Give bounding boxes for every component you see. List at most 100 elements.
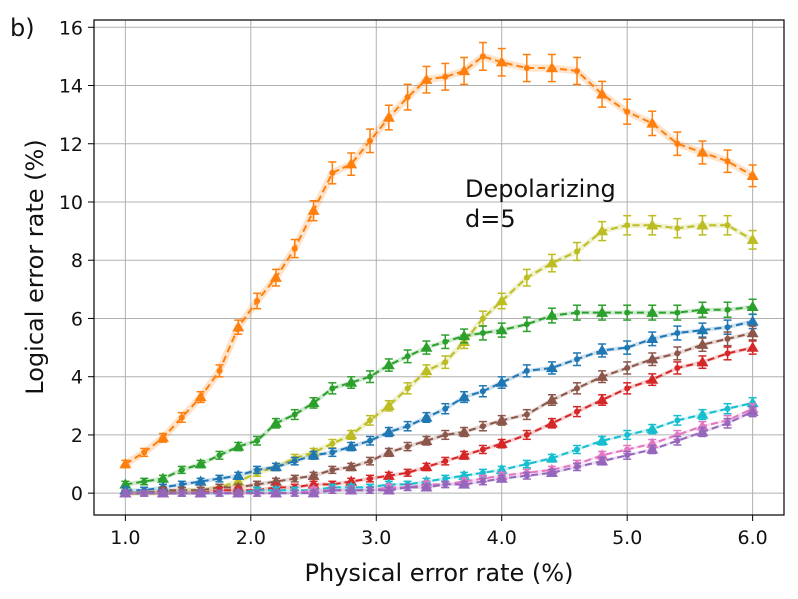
data-point-triangle bbox=[420, 411, 433, 422]
data-point-triangle bbox=[345, 440, 358, 451]
data-point-dot bbox=[574, 248, 580, 255]
data-point-triangle bbox=[746, 341, 759, 352]
data-point-triangle bbox=[345, 475, 358, 486]
data-point-dot bbox=[329, 466, 336, 473]
data-point-dot bbox=[674, 225, 681, 232]
data-point-dot bbox=[724, 158, 731, 165]
data-point-triangle bbox=[420, 460, 433, 472]
data-point-dot bbox=[329, 449, 336, 456]
data-point-dot bbox=[574, 356, 580, 363]
data-point-triangle bbox=[157, 431, 169, 443]
data-point-triangle bbox=[420, 364, 433, 376]
data-point-dot bbox=[624, 364, 631, 371]
data-point-triangle bbox=[596, 225, 609, 236]
data-point-dot bbox=[479, 423, 486, 430]
data-point-dot bbox=[291, 475, 298, 482]
data-point-dot bbox=[523, 472, 530, 479]
x-tick-label: 3.0 bbox=[361, 527, 391, 549]
data-point-dot bbox=[479, 53, 486, 60]
data-point-dot bbox=[523, 461, 530, 468]
data-point-dot bbox=[141, 449, 148, 456]
data-point-triangle bbox=[382, 469, 395, 480]
data-point-triangle bbox=[495, 472, 508, 483]
data-point-triangle bbox=[345, 158, 358, 169]
data-point-dot bbox=[404, 423, 411, 430]
y-tick-label: 12 bbox=[59, 134, 83, 156]
data-point-dot bbox=[329, 169, 336, 176]
data-point-dot bbox=[291, 245, 298, 252]
data-point-triangle bbox=[495, 324, 508, 335]
data-point-dot bbox=[479, 478, 486, 485]
data-point-triangle bbox=[545, 309, 558, 320]
data-point-triangle bbox=[746, 233, 759, 245]
data-point-triangle bbox=[545, 361, 558, 373]
y-ticks: 0 2 4 6 8 10 12 14 16 bbox=[59, 17, 94, 505]
data-point-triangle bbox=[420, 73, 433, 84]
data-point-triangle bbox=[458, 329, 471, 341]
series-purple bbox=[119, 405, 759, 498]
data-point-dot bbox=[404, 484, 411, 491]
data-point-dot bbox=[329, 440, 336, 447]
data-point-triangle bbox=[307, 396, 320, 408]
data-point-triangle bbox=[232, 475, 245, 486]
data-point-triangle bbox=[458, 391, 471, 402]
data-point-dot bbox=[254, 297, 261, 304]
data-point-triangle bbox=[545, 62, 558, 73]
data-point-triangle bbox=[420, 481, 433, 492]
x-tick-label: 4.0 bbox=[487, 527, 517, 549]
data-point-dot bbox=[442, 359, 449, 366]
data-point-dot bbox=[404, 469, 411, 476]
data-point-dot bbox=[674, 140, 681, 147]
data-point-triangle bbox=[596, 344, 609, 355]
data-point-triangle bbox=[232, 487, 245, 498]
data-point-triangle bbox=[646, 117, 659, 128]
data-point-dot bbox=[674, 437, 681, 444]
data-point-dot bbox=[574, 67, 580, 74]
data-point-triangle bbox=[696, 219, 709, 230]
data-point-triangle bbox=[696, 303, 709, 314]
data-point-triangle bbox=[596, 370, 609, 381]
y-tick-label: 0 bbox=[71, 483, 83, 505]
data-point-triangle bbox=[269, 460, 282, 472]
data-point-triangle bbox=[646, 219, 659, 230]
data-point-dot bbox=[724, 335, 731, 342]
data-point-dot bbox=[523, 431, 530, 438]
data-point-dot bbox=[367, 437, 373, 444]
data-point-dot bbox=[523, 321, 530, 328]
data-point-triangle bbox=[596, 393, 609, 405]
data-point-dot bbox=[216, 490, 223, 497]
data-point-dot bbox=[442, 431, 449, 438]
data-point-triangle bbox=[382, 446, 395, 457]
data-point-triangle bbox=[646, 423, 659, 434]
data-point-triangle bbox=[495, 294, 508, 306]
x-ticks: 1.0 2.0 3.0 4.0 5.0 6.0 bbox=[110, 515, 768, 549]
data-point-dot bbox=[724, 350, 731, 357]
data-point-triangle bbox=[119, 478, 132, 489]
data-point-dot bbox=[254, 437, 261, 444]
data-point-dot bbox=[442, 475, 449, 482]
x-axis-label: Physical error rate (%) bbox=[305, 559, 574, 587]
annotation-noise-model: Depolarizing bbox=[465, 175, 616, 203]
data-point-triangle bbox=[545, 452, 558, 463]
data-point-triangle bbox=[232, 469, 245, 480]
data-point-triangle bbox=[307, 469, 320, 480]
data-point-triangle bbox=[232, 440, 245, 451]
data-point-triangle bbox=[596, 455, 609, 466]
data-point-dot bbox=[216, 367, 223, 374]
series-green bbox=[119, 298, 759, 489]
data-point-triangle bbox=[696, 338, 709, 349]
data-point-dot bbox=[479, 315, 486, 322]
data-point-dot bbox=[574, 385, 580, 392]
data-point-triangle bbox=[382, 359, 395, 370]
data-point-triangle bbox=[596, 434, 609, 445]
data-point-triangle bbox=[119, 458, 132, 469]
data-point-dot bbox=[624, 385, 631, 392]
data-point-triangle bbox=[345, 376, 358, 387]
data-point-dot bbox=[442, 73, 449, 80]
data-point-dot bbox=[291, 490, 298, 497]
data-point-dot bbox=[724, 420, 731, 427]
panel-label: b) bbox=[10, 14, 35, 42]
data-point-triangle bbox=[232, 321, 245, 332]
data-point-triangle bbox=[269, 487, 282, 498]
data-point-triangle bbox=[269, 271, 282, 282]
